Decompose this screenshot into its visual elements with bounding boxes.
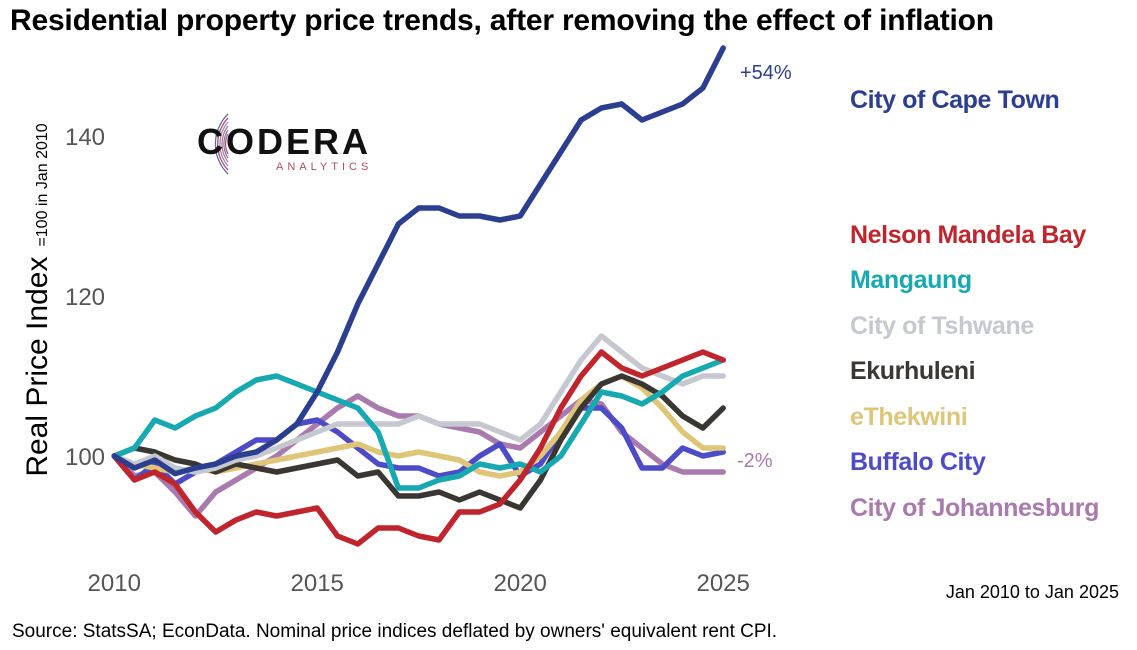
legend-item-tshwane: City of Tshwane xyxy=(850,312,1034,340)
y-axis-label-note: =100 in Jan 2010 xyxy=(34,123,51,247)
legend-item-nelson-mandela-bay: Nelson Mandela Bay xyxy=(850,221,1086,249)
series-line-nelson-mandela-bay xyxy=(111,349,726,547)
legend-item-ekurhuleni: Ekurhuleni xyxy=(850,357,976,385)
series-line-ethekwini xyxy=(111,373,726,479)
x-tick-label-2020: 2020 xyxy=(493,570,546,597)
legend-item-buffalo-city: Buffalo City xyxy=(850,448,986,476)
logo-name: CODERA xyxy=(197,121,372,162)
date-range-note: Jan 2010 to Jan 2025 xyxy=(945,582,1119,602)
codera-logo-icon xyxy=(214,113,229,175)
annotation-cape-town-change: +54% xyxy=(740,62,792,84)
series-line-city-of-tshwane xyxy=(111,333,726,475)
y-tick-label-140: 140 xyxy=(65,124,105,151)
legend-item-mangaung: Mangaung xyxy=(850,266,972,294)
logo-sub: ANALYTICS xyxy=(276,161,373,173)
y-axis-label-text: Real Price Index xyxy=(21,256,54,477)
source-note: Source: StatsSA; EconData. Nominal price… xyxy=(12,621,778,642)
x-tick-label-2010: 2010 xyxy=(88,570,141,597)
legend-item-johannesburg: City of Johannesburg xyxy=(850,494,1099,522)
annotation-johannesburg-change: -2% xyxy=(737,450,773,472)
y-tick-label-100: 100 xyxy=(65,444,105,471)
x-tick-label-2025: 2025 xyxy=(696,570,749,597)
y-axis-label: Real Price Index =100 in Jan 2010 xyxy=(21,123,55,476)
legend-item-ethekwini: eThekwini xyxy=(850,403,968,431)
legend-item-cape-town: City of Cape Town xyxy=(850,86,1060,114)
series-line-ekurhuleni xyxy=(111,373,726,511)
chart-title: Residential property price trends, after… xyxy=(10,4,994,37)
x-tick-label-2015: 2015 xyxy=(291,570,344,597)
series-line-city-of-cape-town xyxy=(111,45,726,477)
y-tick-label-120: 120 xyxy=(65,284,105,311)
series-line-mangaung xyxy=(111,357,726,491)
